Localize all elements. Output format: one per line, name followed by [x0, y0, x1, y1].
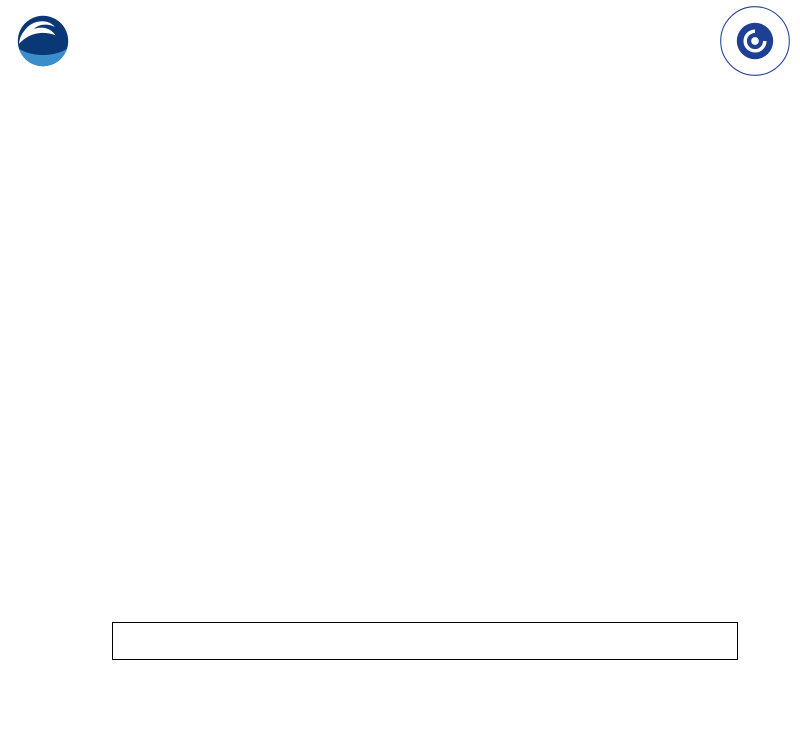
- nws-hurricane-eye: [751, 37, 759, 45]
- nws-logo: [720, 6, 790, 76]
- noaa-seagull-icon: [19, 21, 56, 44]
- noaa-sea-shape: [18, 48, 68, 67]
- temperature-colorbar: [112, 622, 738, 660]
- nws-hurricane-icon: [743, 29, 767, 53]
- nws-logo-svg: [720, 6, 790, 76]
- colorbar-tick-labels: [112, 666, 738, 688]
- noaa-logo-svg: [8, 6, 78, 76]
- noaa-logo: [8, 6, 78, 76]
- sst-map-svg: [0, 82, 800, 588]
